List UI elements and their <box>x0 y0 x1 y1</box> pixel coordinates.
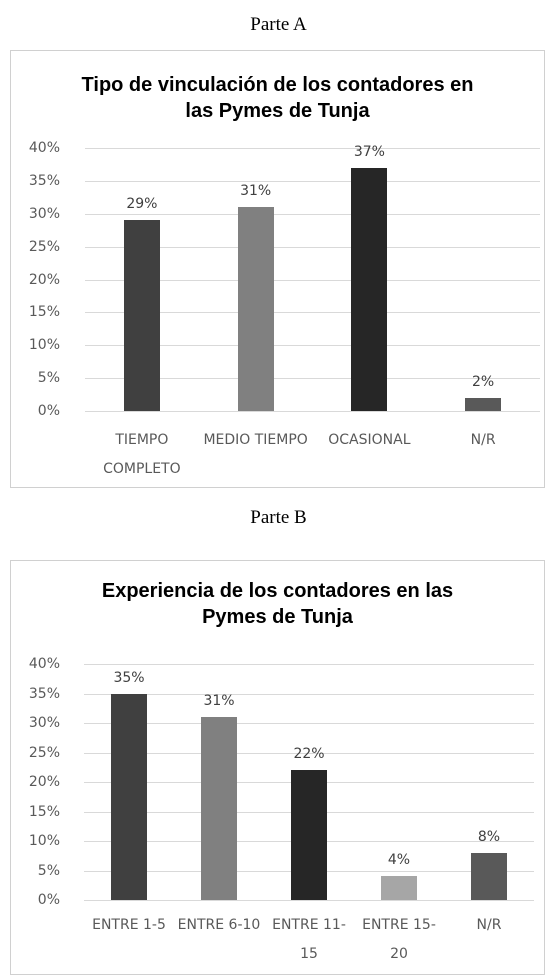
grid-line <box>85 411 540 412</box>
bar <box>111 693 147 900</box>
y-tick-label: 15% <box>28 803 60 820</box>
data-label: 8% <box>477 828 501 845</box>
y-tick-label: 5% <box>37 370 60 387</box>
y-tick-label: 25% <box>28 238 60 255</box>
caption: Parte B <box>250 507 307 528</box>
x-tick-label: N/R <box>470 432 496 448</box>
data-label: 2% <box>472 373 495 390</box>
bar <box>381 876 417 900</box>
grid-line <box>84 664 534 665</box>
x-tick-label: ENTRE 1-5 <box>92 917 166 933</box>
grid-line <box>85 214 540 215</box>
x-tick-label: TIEMPO COMPLETO <box>103 432 181 477</box>
grid-line <box>85 181 540 182</box>
y-tick-label: 0% <box>37 892 60 908</box>
x-tick-label: OCASIONAL <box>328 432 411 448</box>
bar <box>237 207 274 411</box>
y-tick-label: 5% <box>37 862 60 879</box>
x-tick-label: ENTRE 15-20 <box>362 917 436 962</box>
y-tick-label: 20% <box>28 271 60 288</box>
y-tick-label: 25% <box>28 744 60 761</box>
bar <box>351 167 388 411</box>
bar <box>471 852 507 900</box>
grid-line <box>84 753 534 754</box>
y-tick-label: 30% <box>28 715 60 731</box>
chart-title: Tipo de vinculación de los contadores en… <box>81 74 474 122</box>
y-tick-label: 30% <box>28 205 60 222</box>
x-tick-label: ENTRE 6-10 <box>177 917 261 933</box>
y-tick-label: 35% <box>28 172 60 189</box>
data-label: 35% <box>113 669 145 686</box>
data-label: 29% <box>126 196 158 213</box>
x-tick-label: MEDIO TIEMPO <box>203 432 308 448</box>
y-tick-label: 15% <box>28 304 60 321</box>
y-tick-label: 0% <box>37 403 60 419</box>
bar <box>465 397 502 411</box>
data-label: 22% <box>293 746 325 763</box>
data-label: 31% <box>240 183 272 200</box>
chart-frame <box>10 50 545 488</box>
grid-line <box>85 345 540 346</box>
chart-frame <box>10 560 545 975</box>
x-tick-label: ENTRE 11-15 <box>272 917 346 962</box>
bar <box>291 770 327 900</box>
grid-line <box>84 694 534 695</box>
grid-line <box>85 247 540 248</box>
grid-line <box>85 148 540 149</box>
chart-title: Experiencia de los contadores en las Pym… <box>101 580 454 628</box>
caption: Parte A <box>250 14 307 35</box>
y-tick-label: 10% <box>28 833 60 849</box>
y-tick-label: 40% <box>28 656 60 672</box>
y-tick-label: 10% <box>28 337 60 354</box>
bar <box>123 220 160 411</box>
data-label: 4% <box>387 852 411 869</box>
y-tick-label: 35% <box>28 685 60 702</box>
bar <box>201 717 237 900</box>
x-tick-label: N/R <box>476 917 502 933</box>
y-tick-label: 20% <box>28 774 60 790</box>
grid-line <box>85 312 540 313</box>
y-tick-label: 40% <box>28 140 60 156</box>
grid-line <box>84 900 534 901</box>
data-label: 37% <box>353 143 385 160</box>
grid-line <box>85 378 540 379</box>
grid-line <box>85 280 540 281</box>
grid-line <box>84 723 534 724</box>
data-label: 31% <box>203 693 235 710</box>
